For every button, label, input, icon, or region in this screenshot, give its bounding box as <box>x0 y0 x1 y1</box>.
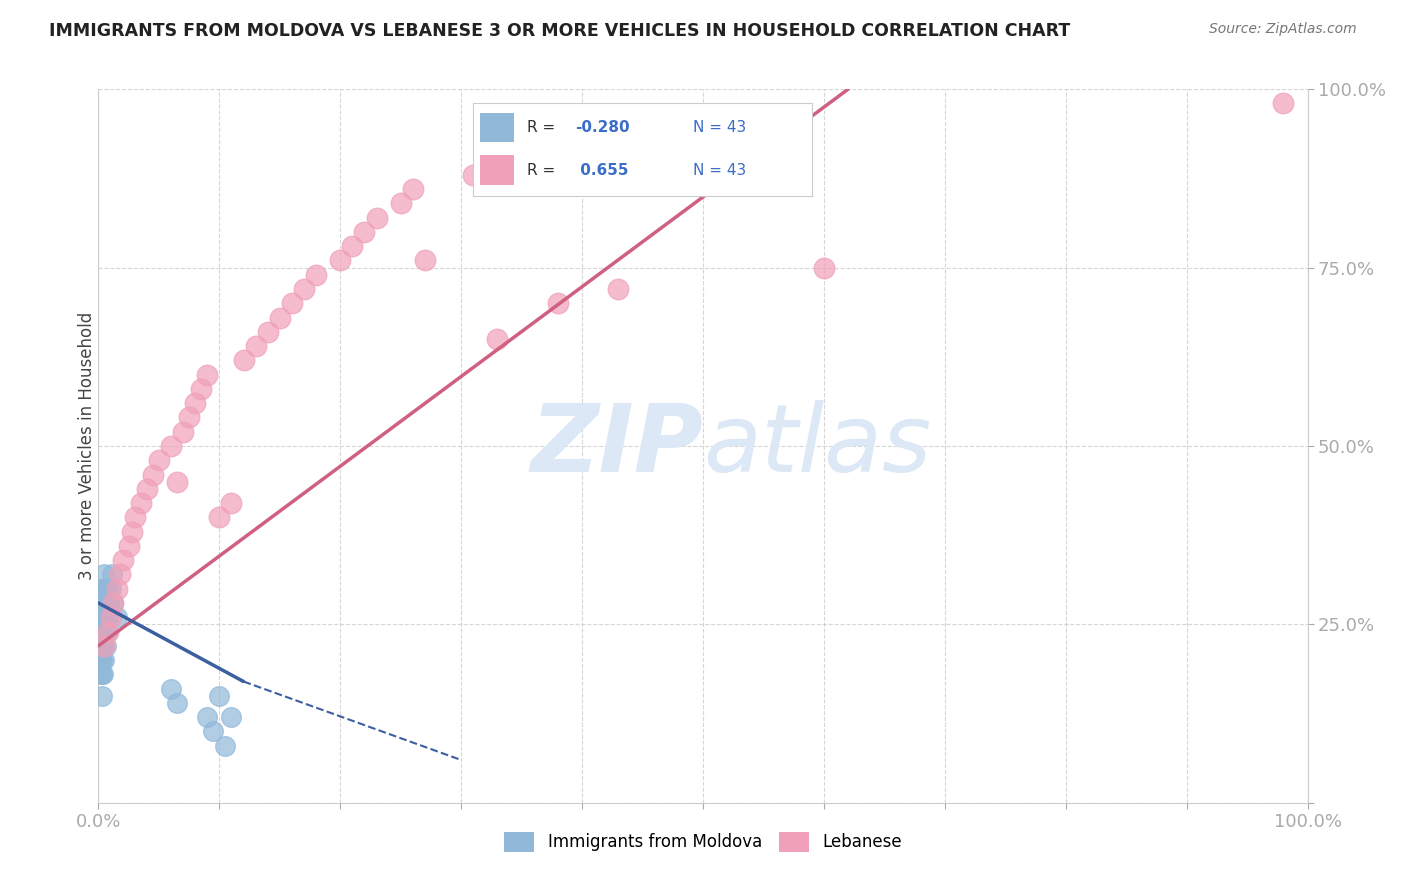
Point <box>111 553 134 567</box>
Point <box>90 582 112 596</box>
Point <box>342 239 364 253</box>
Point <box>202 724 225 739</box>
Point <box>93 653 115 667</box>
Point <box>281 296 304 310</box>
Point <box>96 596 118 610</box>
Point <box>463 168 485 182</box>
Point <box>366 211 388 225</box>
Point <box>402 182 425 196</box>
Point <box>90 617 112 632</box>
Point <box>89 639 111 653</box>
Point <box>124 510 146 524</box>
Point <box>118 539 141 553</box>
Point <box>97 582 120 596</box>
Point <box>1272 96 1295 111</box>
Point <box>90 639 112 653</box>
Point <box>91 610 114 624</box>
Point <box>232 353 254 368</box>
Point <box>90 667 112 681</box>
Point <box>148 453 170 467</box>
Text: IMMIGRANTS FROM MOLDOVA VS LEBANESE 3 OR MORE VEHICLES IN HOUSEHOLD CORRELATION : IMMIGRANTS FROM MOLDOVA VS LEBANESE 3 OR… <box>49 22 1070 40</box>
Point <box>91 617 114 632</box>
Point <box>166 696 188 710</box>
Point <box>91 667 114 681</box>
Point <box>121 524 143 539</box>
Point <box>91 639 114 653</box>
Point <box>89 653 111 667</box>
Point <box>91 639 114 653</box>
Point <box>208 689 231 703</box>
Point <box>195 710 218 724</box>
Legend: Immigrants from Moldova, Lebanese: Immigrants from Moldova, Lebanese <box>498 825 908 859</box>
Point <box>486 332 509 346</box>
Point <box>813 260 835 275</box>
Point <box>190 382 212 396</box>
Point <box>94 610 117 624</box>
Point <box>93 596 115 610</box>
Text: Source: ZipAtlas.com: Source: ZipAtlas.com <box>1209 22 1357 37</box>
Point <box>269 310 291 325</box>
Point <box>129 496 152 510</box>
Point <box>547 296 569 310</box>
Point <box>108 567 131 582</box>
Point <box>97 610 120 624</box>
Point <box>208 510 231 524</box>
Point <box>179 410 201 425</box>
Point <box>89 624 111 639</box>
Point <box>97 624 120 639</box>
Point <box>389 196 412 211</box>
Point <box>96 624 118 639</box>
Y-axis label: 3 or more Vehicles in Household: 3 or more Vehicles in Household <box>79 312 96 580</box>
Point <box>91 653 114 667</box>
Point <box>142 467 165 482</box>
Point <box>93 624 115 639</box>
Point <box>135 482 157 496</box>
Point <box>607 282 630 296</box>
Point <box>214 739 236 753</box>
Point <box>105 610 128 624</box>
Point <box>184 396 207 410</box>
Point <box>90 603 112 617</box>
Point <box>353 225 375 239</box>
Point <box>100 582 122 596</box>
Point <box>94 639 117 653</box>
Point <box>91 582 114 596</box>
Point <box>98 596 121 610</box>
Point <box>100 610 122 624</box>
Point <box>160 681 183 696</box>
Point <box>160 439 183 453</box>
Point <box>91 667 114 681</box>
Point <box>105 582 128 596</box>
Text: ZIP: ZIP <box>530 400 703 492</box>
Point <box>91 596 114 610</box>
Point <box>101 596 124 610</box>
Point <box>93 567 115 582</box>
Point <box>221 710 243 724</box>
Point <box>89 610 111 624</box>
Point <box>90 653 112 667</box>
Point <box>101 596 124 610</box>
Point <box>93 639 115 653</box>
Point <box>195 368 218 382</box>
Point <box>100 567 122 582</box>
Point <box>413 253 436 268</box>
Point <box>292 282 315 296</box>
Point <box>172 425 194 439</box>
Point <box>91 689 114 703</box>
Point <box>305 268 328 282</box>
Point <box>166 475 188 489</box>
Point <box>245 339 267 353</box>
Text: atlas: atlas <box>703 401 931 491</box>
Point <box>221 496 243 510</box>
Point <box>256 325 278 339</box>
Point <box>329 253 352 268</box>
Point <box>94 582 117 596</box>
